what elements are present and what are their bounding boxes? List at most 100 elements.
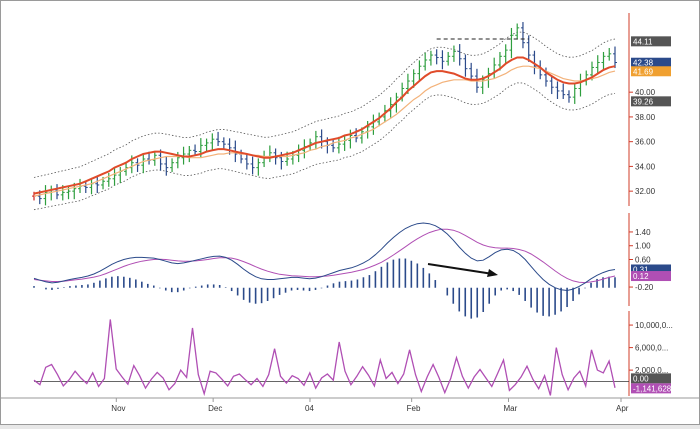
price-bar xyxy=(267,145,272,163)
oscillator-panel: 10,000,0... 6,000,0... 2,000,0...0.00-1,14… xyxy=(33,311,673,397)
price-bar xyxy=(515,23,520,40)
price-tick-label: 32.00 xyxy=(635,187,656,196)
upper-band xyxy=(33,31,616,178)
oscillator-value-badge-label: -1,141,628 xyxy=(633,384,672,393)
price-bar xyxy=(152,150,157,166)
oscillator-value-badge-label: 0.00 xyxy=(633,374,649,383)
price-bar xyxy=(509,27,514,59)
x-tick-label: Nov xyxy=(111,404,125,413)
x-tick-label: Apr xyxy=(616,404,629,413)
price-bar xyxy=(331,139,336,153)
slow-moving-average xyxy=(33,65,616,197)
lower-band xyxy=(33,82,616,211)
price-tick-label: 40.00 xyxy=(635,88,656,97)
price-bar xyxy=(210,133,215,151)
oscillator-line xyxy=(33,319,616,397)
price-bar xyxy=(486,67,491,88)
price-bar xyxy=(492,57,497,78)
price-bar xyxy=(193,144,198,156)
price-bar xyxy=(83,181,88,194)
price-bar xyxy=(463,54,468,77)
price-bar xyxy=(532,50,537,75)
price-bar xyxy=(469,62,474,81)
price-bar xyxy=(423,52,428,71)
price-bar xyxy=(503,44,508,64)
price-bar xyxy=(446,51,451,66)
macd-value-badge xyxy=(631,264,671,275)
price-bar xyxy=(95,176,100,194)
price-bar xyxy=(250,156,255,175)
macd-value-badge-label: 0.31 xyxy=(633,265,649,274)
trend-arrow xyxy=(427,263,494,275)
price-bar xyxy=(549,76,554,95)
price-bar xyxy=(204,138,209,153)
trend-arrow-head xyxy=(487,269,498,277)
price-bar xyxy=(118,167,123,184)
price-bar xyxy=(451,45,456,62)
price-bar xyxy=(613,46,617,69)
macd-tick-label: 0.60 xyxy=(635,256,651,265)
x-tick-label: Feb xyxy=(407,404,421,413)
price-bar xyxy=(561,83,566,99)
price-bar xyxy=(607,48,612,61)
price-bar xyxy=(601,51,606,71)
price-bar xyxy=(106,172,111,187)
price-tick-label: 36.00 xyxy=(635,138,656,147)
price-value-badge-label: 39.26 xyxy=(633,97,654,106)
price-bar xyxy=(112,167,117,186)
price-bar xyxy=(164,156,169,176)
price-bar xyxy=(342,136,347,151)
price-bar xyxy=(428,50,433,66)
price-bar xyxy=(440,50,445,70)
price-bar xyxy=(216,131,221,146)
price-bar xyxy=(256,158,261,176)
fast-moving-average xyxy=(33,56,616,195)
price-bar xyxy=(354,128,359,143)
price-bar xyxy=(221,137,226,150)
price-value-badge xyxy=(631,36,671,47)
macd-tick-label: 1.40 xyxy=(635,228,651,237)
price-value-badge-label: 42.38 xyxy=(633,59,654,68)
macd-value-badge xyxy=(631,271,671,282)
price-bar xyxy=(170,158,175,172)
price-bar xyxy=(584,70,589,86)
oscillator-value-badge xyxy=(631,373,671,384)
price-tick-label: 34.00 xyxy=(635,162,656,171)
price-bar xyxy=(336,136,341,154)
oscillator-value-badge xyxy=(631,383,671,394)
price-bar xyxy=(595,55,600,75)
price-value-badge xyxy=(631,66,671,77)
x-tick-label: Mar xyxy=(503,404,517,413)
price-bar xyxy=(244,153,249,170)
macd-panel: 1.40 1.00 0.60 -0.20 0.310.12 xyxy=(33,213,671,319)
macd-tick-label: -0.20 xyxy=(635,283,654,292)
price-bar xyxy=(566,90,571,103)
price-bar xyxy=(319,129,324,149)
signal-line xyxy=(33,228,616,284)
price-bar xyxy=(572,82,577,104)
price-bar xyxy=(457,44,462,66)
annotations xyxy=(427,263,498,277)
price-bar xyxy=(262,150,267,168)
price-bar xyxy=(227,138,232,155)
price-bar xyxy=(141,153,146,174)
price-value-badge xyxy=(631,57,671,68)
price-bar xyxy=(187,145,192,163)
price-bar xyxy=(526,35,531,62)
macd-tick-label: 1.00 xyxy=(635,242,651,251)
price-bar xyxy=(43,185,48,206)
price-value-badge-label: 41.69 xyxy=(633,67,654,76)
price-bar xyxy=(555,81,560,99)
price-value-badge xyxy=(631,96,671,107)
x-axis: Nov Dec 04 Feb Mar Apr xyxy=(1,397,699,413)
price-value-badge-label: 44.11 xyxy=(633,37,653,46)
oscillator-tick-label: 2,000,0... xyxy=(635,366,668,375)
price-bar xyxy=(158,149,163,171)
oscillator-tick-label: 10,000,0... xyxy=(635,321,673,330)
price-bar xyxy=(348,129,353,149)
price-panel: 32.00 34.00 36.00 38.00 40.00 44.11 42.3841.69… xyxy=(32,13,671,211)
oscillator-tick-label: 6,000,0... xyxy=(635,344,668,353)
price-bar xyxy=(135,158,140,172)
